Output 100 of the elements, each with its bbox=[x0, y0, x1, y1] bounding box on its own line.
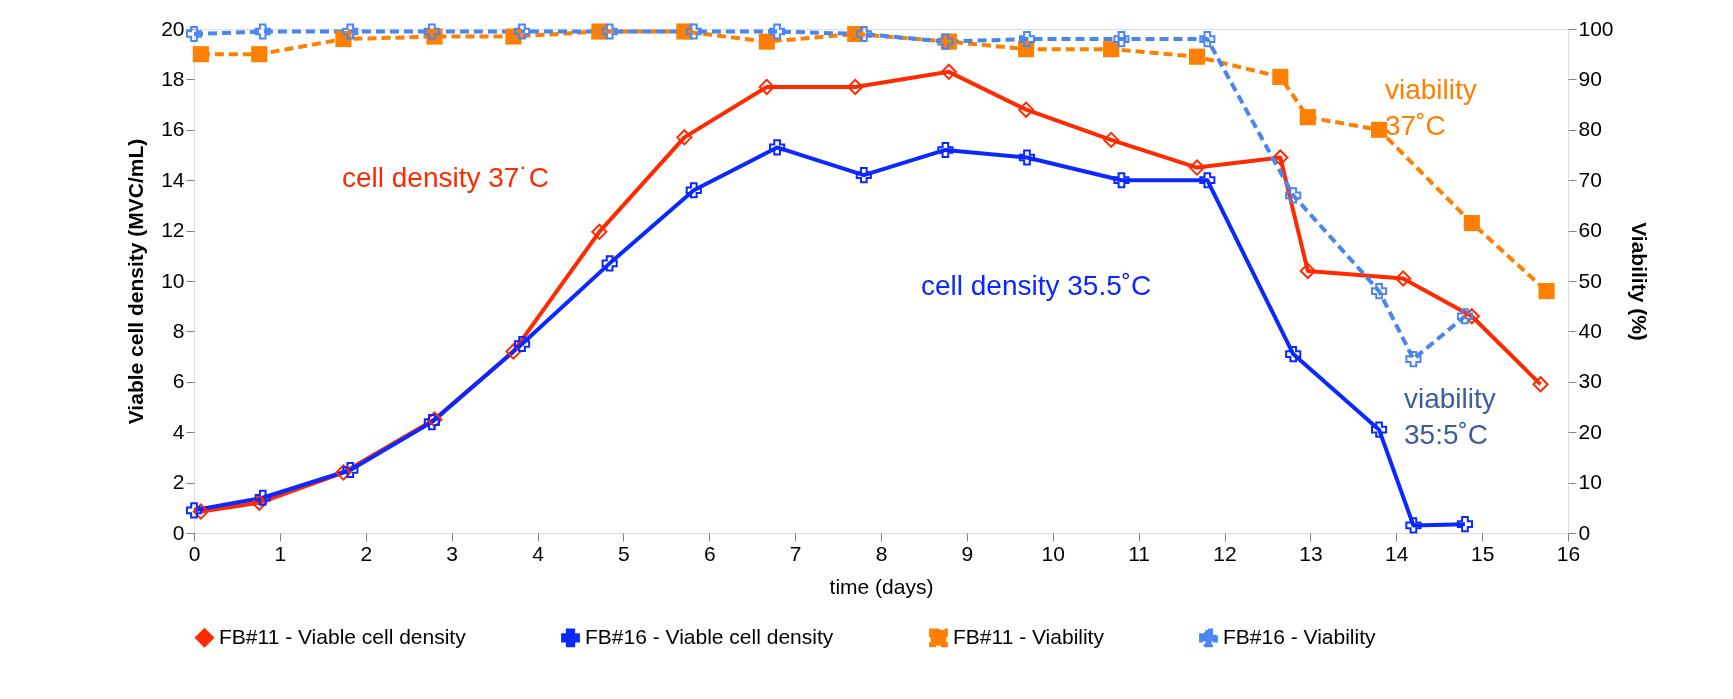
point bbox=[940, 63, 957, 80]
point bbox=[505, 343, 522, 360]
point bbox=[1456, 308, 1474, 325]
point bbox=[1299, 109, 1316, 126]
legend-label: FB#16 - Viability bbox=[1223, 624, 1377, 648]
point bbox=[601, 255, 618, 272]
y2-tick-label: 60 bbox=[1578, 218, 1602, 242]
y2-tick-label: 40 bbox=[1578, 318, 1602, 342]
y2-tick-label: 30 bbox=[1578, 369, 1602, 393]
point bbox=[1103, 41, 1120, 58]
annotation: cell density 35.5˚C bbox=[921, 270, 1152, 301]
y-tick-label: 14 bbox=[161, 167, 185, 191]
point bbox=[1285, 187, 1302, 204]
point bbox=[192, 46, 209, 63]
point bbox=[1018, 149, 1036, 166]
point bbox=[1188, 48, 1206, 65]
y-tick-label: 18 bbox=[161, 66, 185, 90]
y-tick-label: 20 bbox=[161, 16, 185, 40]
point bbox=[1299, 262, 1316, 279]
y-tick-label: 12 bbox=[161, 218, 185, 242]
point bbox=[1103, 131, 1120, 148]
point bbox=[601, 23, 618, 40]
point bbox=[254, 23, 271, 40]
y2-tick-label: 10 bbox=[1578, 470, 1602, 494]
x-tick-label: 12 bbox=[1213, 541, 1237, 565]
x-tick-label: 14 bbox=[1385, 541, 1409, 565]
point bbox=[1371, 421, 1388, 438]
point bbox=[185, 502, 203, 519]
point bbox=[1405, 351, 1422, 368]
point bbox=[192, 503, 209, 520]
x-tick-label: 0 bbox=[188, 541, 201, 565]
point bbox=[423, 23, 440, 40]
point bbox=[769, 23, 786, 40]
point bbox=[513, 335, 531, 353]
annotation: viability 35:5˚C bbox=[1404, 383, 1496, 450]
point bbox=[685, 23, 702, 40]
y-tick-label: 2 bbox=[172, 470, 185, 494]
y-tick-label: 0 bbox=[172, 520, 185, 544]
x-tick-label: 8 bbox=[875, 541, 888, 565]
point bbox=[1188, 159, 1206, 176]
legend-label: FB#16 - Viable cell density bbox=[585, 624, 834, 648]
point bbox=[1395, 270, 1412, 287]
point bbox=[1113, 172, 1130, 189]
x-axis-title: time (days) bbox=[829, 574, 934, 598]
y2-tick-label: 70 bbox=[1578, 167, 1602, 191]
x-tick-label: 5 bbox=[618, 541, 630, 565]
point bbox=[342, 461, 359, 479]
point bbox=[1456, 516, 1474, 533]
point bbox=[1285, 346, 1302, 363]
x-tick-label: 15 bbox=[1470, 541, 1495, 565]
point bbox=[1113, 31, 1130, 48]
point bbox=[937, 141, 954, 159]
x-tick-label: 2 bbox=[360, 541, 373, 565]
point bbox=[758, 78, 775, 96]
y2-tick-label: 90 bbox=[1578, 66, 1602, 90]
x-tick-label: 9 bbox=[961, 541, 974, 565]
point bbox=[1463, 214, 1480, 232]
point bbox=[1199, 31, 1216, 48]
y-axis-title: Viable cell density (MVC/mL) bbox=[124, 138, 148, 425]
point bbox=[513, 23, 531, 40]
point bbox=[1538, 283, 1555, 300]
y-tick-label: 6 bbox=[172, 369, 185, 393]
point bbox=[847, 78, 864, 96]
annotation: cell density 37˙C bbox=[342, 162, 549, 193]
point bbox=[676, 129, 693, 146]
legend-label: FB#11 - Viability bbox=[953, 624, 1105, 648]
x-tick-label: 3 bbox=[446, 541, 458, 565]
point bbox=[769, 139, 786, 156]
point bbox=[1272, 68, 1289, 85]
point bbox=[251, 46, 268, 63]
y-tick-label: 4 bbox=[172, 419, 185, 443]
y2-tick-label: 0 bbox=[1578, 520, 1591, 544]
y-tick-label: 10 bbox=[161, 268, 185, 292]
x-tick-label: 7 bbox=[789, 541, 802, 565]
point bbox=[855, 167, 872, 184]
y2-axis-title: Viability (%) bbox=[1627, 222, 1651, 341]
point bbox=[254, 489, 271, 506]
x-tick-label: 1 bbox=[274, 541, 287, 565]
x-tick-label: 16 bbox=[1556, 541, 1581, 565]
y2-tick-label: 80 bbox=[1578, 117, 1602, 141]
point bbox=[758, 33, 775, 50]
y2-tick-label: 50 bbox=[1578, 268, 1602, 292]
point bbox=[342, 23, 359, 40]
point bbox=[1018, 101, 1035, 118]
x-tick-label: 4 bbox=[532, 541, 545, 565]
point bbox=[185, 25, 203, 43]
y-tick-label: 8 bbox=[172, 318, 185, 342]
point bbox=[335, 464, 352, 481]
point bbox=[855, 25, 872, 43]
legend-label: FB#11 - Viable cell density bbox=[219, 624, 467, 648]
point bbox=[251, 494, 268, 511]
point bbox=[1405, 517, 1422, 534]
point bbox=[685, 182, 702, 199]
point bbox=[1463, 308, 1480, 325]
point bbox=[1018, 31, 1036, 48]
y2-tick-label: 20 bbox=[1578, 419, 1602, 443]
point bbox=[1199, 172, 1216, 189]
x-tick-label: 13 bbox=[1299, 541, 1323, 565]
point bbox=[1371, 283, 1388, 300]
y2-tick-label: 100 bbox=[1578, 16, 1614, 40]
